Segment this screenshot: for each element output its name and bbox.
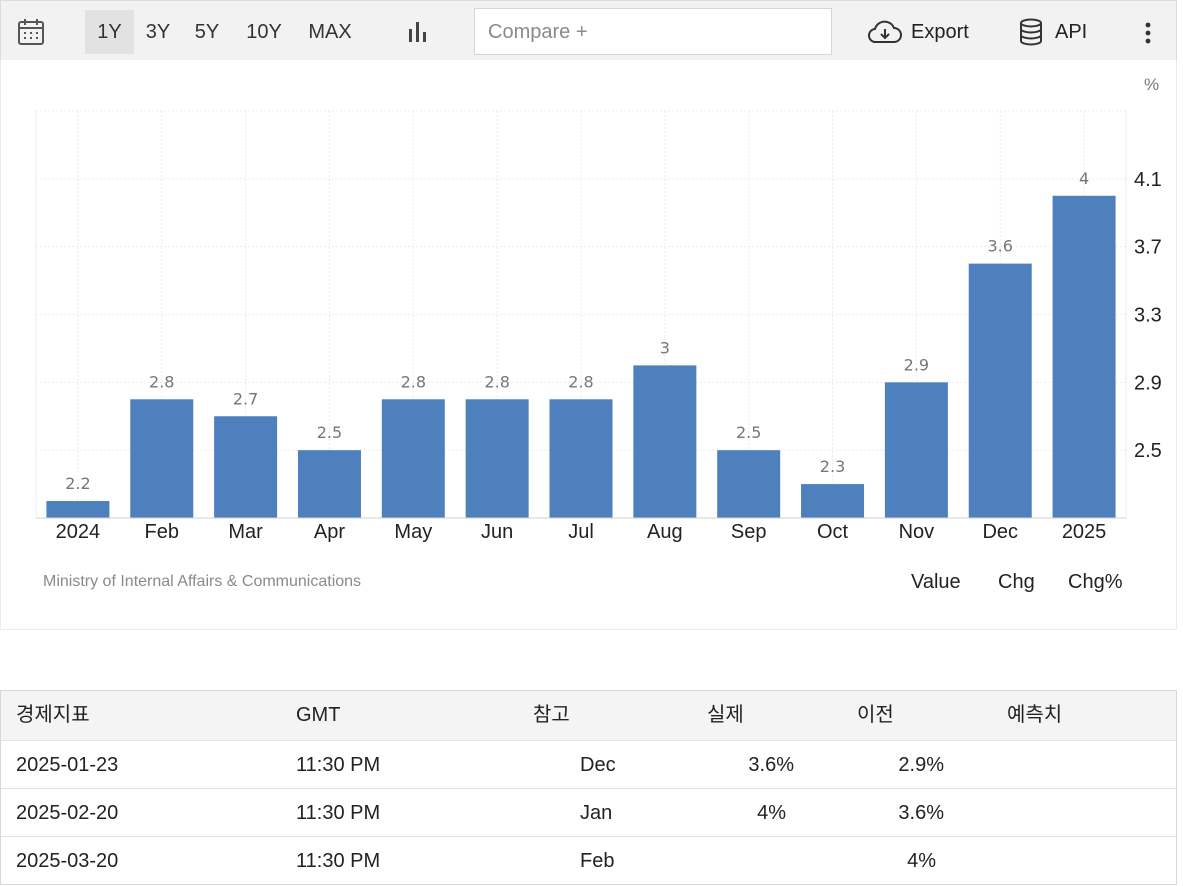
x-tick-label: Oct <box>817 521 849 543</box>
header-gmt: GMT <box>296 704 341 726</box>
bar-value-label: 2.5 <box>736 423 761 442</box>
bar <box>717 450 781 518</box>
bar <box>381 399 445 518</box>
bar <box>46 501 110 518</box>
mode-value-button[interactable]: Value <box>911 571 961 593</box>
y-tick-label: 2.5 <box>1134 440 1162 462</box>
x-tick-label: May <box>394 521 432 543</box>
bar-chart: 2.2 2024 2.8 Feb 2.7 Mar 2.5 Apr 2.8 May 2.8 Jun 2.8… <box>35 75 1162 543</box>
row-reference: Feb <box>580 850 615 872</box>
table-row: 2025-01-23 11:30 PM Dec 3.6% 2.9% <box>1 740 1176 788</box>
chart-type-icon[interactable] <box>406 20 430 44</box>
table-row: 2025-03-20 11:30 PM Feb 4% <box>1 836 1176 884</box>
x-tick-label: 2024 <box>56 521 101 543</box>
bar <box>884 382 948 518</box>
range-5y-button[interactable]: 5Y <box>194 21 220 43</box>
bar-value-label: 2.8 <box>568 372 593 391</box>
bar <box>549 399 613 518</box>
y-tick-label: 2.9 <box>1134 372 1162 394</box>
mode-chg-pct-button[interactable]: Chg% <box>1068 571 1123 593</box>
bar <box>633 365 697 518</box>
header-forecast: 예측치 <box>1007 704 1063 726</box>
row-previous: 2.9% <box>898 754 944 776</box>
row-actual: 3.6% <box>748 754 794 776</box>
x-tick-label: Sep <box>731 521 767 543</box>
row-previous: 4% <box>907 850 936 872</box>
range-1y-button[interactable]: 1Y <box>85 10 134 54</box>
table-row: 2025-02-20 11:30 PM Jan 4% 3.6% <box>1 788 1176 836</box>
export-label: Export <box>911 20 969 43</box>
chart-panel: 2.2 2024 2.8 Feb 2.7 Mar 2.5 Apr 2.8 May 2.8 Jun 2.8… <box>0 60 1177 630</box>
bar-value-label: 3.6 <box>988 237 1013 256</box>
mode-chg-button[interactable]: Chg <box>998 571 1035 593</box>
x-tick-label: Apr <box>314 521 345 543</box>
y-tick-label: 3.3 <box>1134 305 1162 327</box>
table-header-row: 경제지표 GMT 참고 실제 이전 예측치 <box>1 691 1176 740</box>
header-indicator: 경제지표 <box>16 704 90 726</box>
bar <box>801 484 865 518</box>
api-label: API <box>1055 20 1088 43</box>
x-tick-label: Feb <box>145 521 179 543</box>
bar-value-label: 2.8 <box>149 372 174 391</box>
more-options-icon[interactable] <box>1139 13 1157 53</box>
row-date: 2025-03-20 <box>16 850 119 872</box>
row-actual: 4% <box>757 802 786 824</box>
x-tick-label: Mar <box>228 521 263 543</box>
row-time: 11:30 PM <box>296 850 381 872</box>
x-tick-label: Dec <box>982 521 1018 543</box>
x-tick-label: Aug <box>647 521 683 543</box>
row-previous: 3.6% <box>898 802 944 824</box>
api-button[interactable]: API <box>1019 10 1087 54</box>
x-tick-label: Jul <box>568 521 594 543</box>
bar-value-label: 2.3 <box>820 457 845 476</box>
header-actual: 실제 <box>707 704 744 726</box>
bar <box>130 399 194 518</box>
chart-toolbar: 1Y 3Y 5Y 10Y MAX Compare + Export API <box>0 0 1177 61</box>
calendar-icon[interactable] <box>17 17 45 47</box>
compare-input[interactable]: Compare + <box>474 8 832 55</box>
row-reference: Jan <box>580 802 613 824</box>
chart-source: Ministry of Internal Affairs & Communica… <box>43 573 362 590</box>
bar-value-label: 3 <box>660 338 670 357</box>
y-tick-label: 4.1 <box>1134 169 1162 191</box>
y-unit-label: % <box>1144 75 1159 94</box>
row-reference: Dec <box>580 754 616 776</box>
x-tick-label: 2025 <box>1062 521 1107 543</box>
bar <box>1052 195 1116 518</box>
bar-value-label: 2.2 <box>65 474 90 493</box>
row-date: 2025-02-20 <box>16 802 119 824</box>
bar-value-label: 2.8 <box>401 372 426 391</box>
database-icon <box>1020 18 1042 46</box>
x-tick-label: Nov <box>899 521 935 543</box>
release-calendar-table: 경제지표 GMT 참고 실제 이전 예측치 2025-01-23 11:30 P… <box>0 690 1177 885</box>
range-3y-button[interactable]: 3Y <box>145 21 171 43</box>
range-10y-button[interactable]: 10Y <box>246 21 282 43</box>
header-previous: 이전 <box>857 704 894 726</box>
bar-value-label: 2.7 <box>233 389 258 408</box>
bar <box>297 450 361 518</box>
bar-value-label: 2.9 <box>904 355 929 374</box>
bar <box>214 416 278 518</box>
range-max-button[interactable]: MAX <box>308 21 352 43</box>
y-tick-label: 3.7 <box>1134 237 1162 259</box>
export-button[interactable]: Export <box>867 10 969 54</box>
row-date: 2025-01-23 <box>16 754 119 776</box>
header-reference: 참고 <box>533 704 570 726</box>
x-tick-label: Jun <box>481 521 513 543</box>
row-time: 11:30 PM <box>296 754 381 776</box>
cloud-download-icon <box>868 20 902 43</box>
bar <box>465 399 529 518</box>
bar <box>968 263 1032 518</box>
bar-value-label: 2.5 <box>317 423 342 442</box>
row-time: 11:30 PM <box>296 802 381 824</box>
bar-value-label: 4 <box>1079 169 1089 188</box>
bar-value-label: 2.8 <box>484 372 509 391</box>
